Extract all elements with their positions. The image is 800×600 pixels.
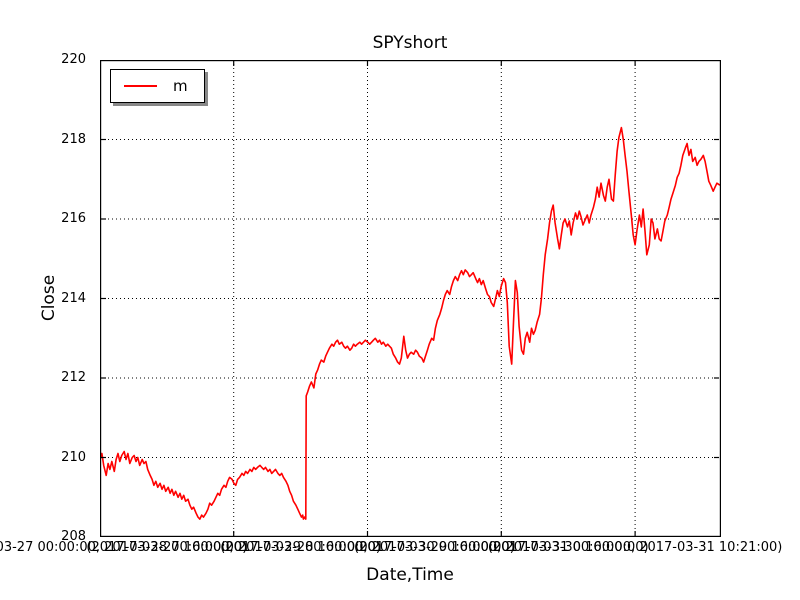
y-tick-label: 220 [61,52,86,67]
x-tick-label: (2017-03-27 00:00:00, 2017-03-27 16:00:0… [0,540,248,555]
chart-canvas [100,60,721,537]
y-tick-label: 212 [61,370,86,385]
plot-area [100,60,721,537]
x-axis-label: Date,Time [366,565,454,585]
y-axis-label: Close [39,274,59,322]
y-tick-label: 210 [61,449,86,465]
x-tick-label: (2017-03-30 00:00:00, 2017-03-30 16:00:0… [354,540,649,555]
x-tick-label: (2017-03-28 00:00:00, 2017-03-28 16:00:0… [86,540,381,555]
y-tick-label: 208 [61,529,86,544]
y-tick-label: 216 [61,211,86,226]
legend: m [110,69,205,103]
y-tick-label: 218 [61,131,86,147]
x-tick-label: (2017-03-31 00:00:00, 2017-03-31 10:21:0… [487,540,783,555]
chart-title: SPYshort [372,33,448,53]
legend-line-sample [124,85,157,87]
legend-label: m [173,77,188,95]
x-tick-label: (2017-03-29 00:00:00, 2017-03-29 16:00:0… [220,540,515,555]
